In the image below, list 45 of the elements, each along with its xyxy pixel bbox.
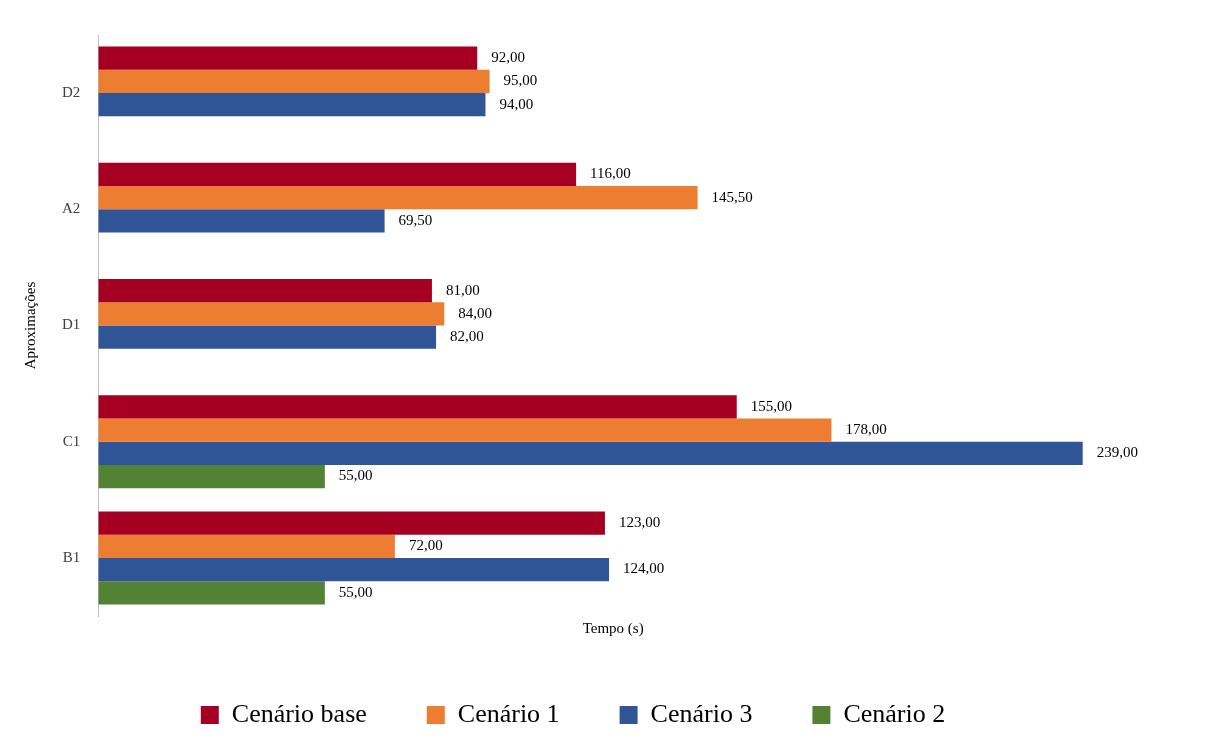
legend-label: Cenário 2 — [843, 698, 946, 728]
data-label: 116,00 — [590, 165, 631, 182]
data-label: 155,00 — [750, 397, 792, 414]
data-label: 178,00 — [845, 421, 887, 438]
y-axis-title: Aproximações — [21, 281, 38, 370]
bar — [98, 279, 432, 303]
y-tick-label: A2 — [61, 200, 81, 217]
data-label: 69,50 — [398, 211, 433, 228]
legend-label: Cenário base — [231, 698, 367, 728]
data-label: 55,00 — [338, 583, 373, 600]
bar — [98, 464, 325, 489]
y-tick-label: D2 — [61, 84, 81, 101]
bar — [98, 441, 1083, 465]
bar — [98, 557, 610, 582]
bar — [98, 418, 832, 442]
bar — [98, 511, 605, 535]
legend-label: Cenário 1 — [457, 698, 560, 728]
data-label: 124,00 — [623, 560, 665, 577]
bar — [98, 69, 490, 94]
bar — [98, 325, 437, 349]
data-label: 82,00 — [450, 328, 484, 345]
data-label: 84,00 — [458, 304, 493, 321]
bar — [98, 162, 577, 187]
data-label: 239,00 — [1096, 444, 1138, 461]
bar — [98, 209, 385, 233]
data-label: 81,00 — [445, 281, 480, 298]
bar — [98, 46, 478, 70]
data-label: 92,00 — [491, 49, 525, 66]
data-label: 55,00 — [338, 467, 373, 484]
bar — [98, 186, 698, 210]
bar — [98, 302, 445, 326]
bar — [98, 534, 395, 558]
bar — [98, 581, 325, 605]
bar — [98, 93, 486, 117]
y-tick-label: B1 — [62, 548, 81, 565]
bar — [98, 395, 737, 419]
data-label: 94,00 — [499, 95, 534, 112]
y-tick-label: D1 — [61, 316, 81, 333]
x-axis-title: Tempo (s) — [582, 619, 644, 637]
data-label: 145,50 — [711, 188, 753, 205]
data-label: 72,00 — [408, 537, 443, 554]
data-label: 123,00 — [618, 513, 661, 530]
legend-label: Cenário 3 — [650, 698, 753, 728]
y-tick-label: C1 — [62, 432, 81, 449]
data-label: 95,00 — [503, 72, 538, 89]
